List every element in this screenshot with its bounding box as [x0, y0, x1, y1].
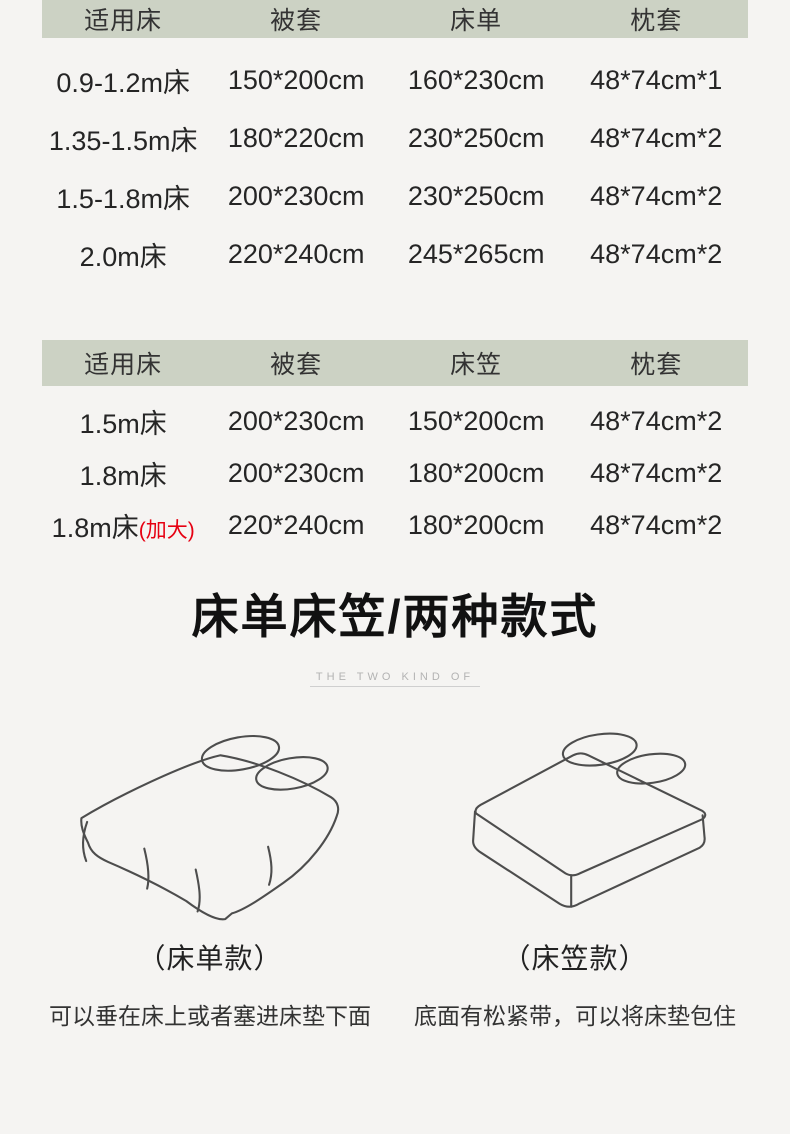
section-subtitle: THE TWO KIND OF [309, 671, 481, 687]
section-header: 床单床笠/两种款式 THE TWO KIND OF [0, 578, 790, 687]
sheet-size-cell: 230*250cm [407, 180, 545, 211]
variant-flat-sheet: （床单款） 可以垂在床上或者塞进床垫下面 [40, 721, 380, 1031]
bed-size-cell: 0.9-1.2m床 [56, 67, 190, 98]
variant-fitted-sheet: （床笠款） 底面有松紧带，可以将床垫包住 [410, 721, 740, 1031]
fitted-size-cell: 180*200cm [407, 509, 545, 540]
table-row: 1.5-1.8m床 200*230cm 230*250cm 48*74cm*2 [42, 170, 748, 222]
column-header-bed: 适用床 [84, 351, 163, 379]
variant-comparison: （床单款） 可以垂在床上或者塞进床垫下面 （床笠款） 底面有松紧带，可以将床垫包… [0, 721, 790, 1031]
column-header-duvet: 被套 [270, 351, 323, 379]
bed-size-cell: 2.0m床 [79, 241, 167, 272]
table-row: 1.8m床 200*230cm 180*200cm 48*74cm*2 [42, 448, 748, 498]
size-table-fitted: 适用床 被套 床笠 枕套 1.5m床 200*230cm 150*200cm 4… [42, 340, 748, 550]
duvet-size-cell: 200*230cm [227, 180, 365, 211]
table-header-row: 适用床 被套 床单 枕套 [42, 0, 748, 38]
pillow-size-cell: 48*74cm*2 [590, 509, 723, 540]
table-row: 0.9-1.2m床 150*200cm 160*230cm 48*74cm*1 [42, 54, 748, 106]
table-row: 1.5m床 200*230cm 150*200cm 48*74cm*2 [42, 396, 748, 446]
pillow-size-cell: 48*74cm*2 [590, 457, 723, 488]
bed-size-cell: 1.5-1.8m床 [56, 183, 190, 214]
column-header-sheet: 床单 [450, 7, 503, 35]
pillow-size-cell: 48*74cm*2 [590, 405, 723, 436]
fitted-size-cell: 180*200cm [407, 457, 545, 488]
pillow-size-cell: 48*74cm*2 [590, 180, 723, 211]
fitted-size-cell: 150*200cm [407, 405, 545, 436]
bed-size-text: 1.8m床 [51, 512, 139, 543]
column-header-pillow: 枕套 [630, 7, 683, 35]
section-title: 床单床笠/两种款式 [191, 590, 599, 643]
duvet-size-cell: 150*200cm [227, 64, 365, 95]
column-header-pillow: 枕套 [630, 351, 683, 379]
bed-size-cell: 1.8m床 [79, 460, 167, 491]
variant-description: 可以垂在床上或者塞进床垫下面 [49, 1003, 371, 1029]
pillow-size-cell: 48*74cm*2 [590, 122, 723, 153]
variant-label: （床单款） [137, 943, 283, 974]
column-header-duvet: 被套 [270, 7, 323, 35]
bed-size-cell: 1.8m床(加大) [42, 506, 204, 545]
sheet-size-cell: 230*250cm [407, 122, 545, 153]
column-header-bed: 适用床 [84, 7, 163, 35]
bed-size-cell: 1.35-1.5m床 [48, 125, 198, 156]
duvet-size-cell: 200*230cm [227, 405, 365, 436]
duvet-size-cell: 220*240cm [227, 238, 365, 269]
table-row: 2.0m床 220*240cm 245*265cm 48*74cm*2 [42, 228, 748, 280]
pillow-size-cell: 48*74cm*1 [590, 64, 723, 95]
duvet-size-cell: 180*220cm [227, 122, 365, 153]
table-header-row: 适用床 被套 床笠 枕套 [42, 340, 748, 386]
sheet-size-cell: 160*230cm [407, 64, 545, 95]
duvet-size-cell: 200*230cm [227, 457, 365, 488]
column-header-fitted: 床笠 [450, 351, 503, 379]
draped-sheet-bed-illustration [40, 721, 380, 921]
table-row: 1.35-1.5m床 180*220cm 230*250cm 48*74cm*2 [42, 112, 748, 164]
variant-label: （床笠款） [502, 943, 648, 974]
bed-size-cell: 1.5m床 [79, 408, 167, 439]
size-table-sheet: 适用床 被套 床单 枕套 0.9-1.2m床 150*200cm 160*230… [42, 0, 748, 280]
bed-size-note-extra-large: (加大) [138, 518, 195, 542]
duvet-size-cell: 220*240cm [227, 509, 365, 540]
fitted-sheet-mattress-illustration [410, 721, 740, 921]
table-row: 1.8m床(加大) 220*240cm 180*200cm 48*74cm*2 [42, 500, 748, 550]
sheet-size-cell: 245*265cm [407, 238, 545, 269]
variant-description: 底面有松紧带，可以将床垫包住 [414, 1003, 736, 1029]
pillow-size-cell: 48*74cm*2 [590, 238, 723, 269]
